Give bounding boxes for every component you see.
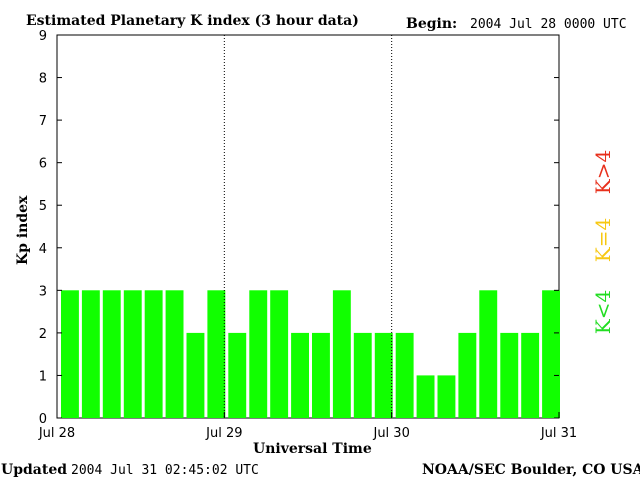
x-axis: Jul 28 Jul 29 Jul 30 Jul 31 <box>38 412 577 441</box>
legend-item: K=4 <box>591 218 615 262</box>
chart-title: Estimated Planetary K index (3 hour data… <box>26 13 359 29</box>
y-tick-label: 4 <box>39 242 47 257</box>
kp-bar <box>228 332 247 418</box>
kp-bar <box>61 290 79 418</box>
kp-bar <box>102 290 121 418</box>
kp-bar <box>81 290 100 418</box>
legend-item: K>4 <box>591 150 615 194</box>
y-tick-label: 7 <box>39 114 47 129</box>
updated-label: Updated <box>1 462 67 478</box>
x-tick-label: Jul 28 <box>38 426 75 441</box>
kp-bar <box>500 332 519 418</box>
x-tick-label: Jul 30 <box>372 426 409 441</box>
y-tick-label: 6 <box>39 157 47 172</box>
kp-bar <box>165 290 184 418</box>
kp-bar <box>144 290 163 418</box>
source-credit: NOAA/SEC Boulder, CO USA <box>422 462 640 478</box>
kp-bar <box>542 290 560 418</box>
kp-bar <box>249 290 268 418</box>
kp-bar <box>332 290 351 418</box>
y-tick-label: 5 <box>39 199 47 214</box>
kp-bar <box>416 375 435 418</box>
x-tick-label: Jul 29 <box>205 426 242 441</box>
bars-group <box>61 290 560 418</box>
begin-label: Begin: <box>406 16 457 32</box>
kp-bar <box>458 332 477 418</box>
y-tick-label: 3 <box>39 284 47 299</box>
kp-bar <box>374 332 393 418</box>
y-axis-label: Kp index <box>15 195 31 265</box>
kp-bar <box>395 332 414 418</box>
kp-bar <box>437 375 456 418</box>
updated-value: 2004 Jul 31 02:45:02 UTC <box>71 463 259 478</box>
x-tick-label: Jul 31 <box>540 426 577 441</box>
begin-value: 2004 Jul 28 0000 UTC <box>470 17 627 32</box>
y-tick-label: 9 <box>39 29 47 44</box>
kp-bar <box>479 290 498 418</box>
kp-bar <box>123 290 142 418</box>
kp-bar <box>353 332 372 418</box>
kp-bar <box>312 332 330 418</box>
kp-bar <box>186 332 205 418</box>
kp-bar <box>207 290 226 418</box>
y-axis: 0 1 2 3 4 5 6 7 8 9 <box>39 29 559 427</box>
y-tick-label: 2 <box>39 327 47 342</box>
kp-bar <box>270 290 289 418</box>
kp-bar <box>521 332 540 418</box>
y-tick-label: 1 <box>39 369 47 384</box>
kp-bar <box>291 332 309 418</box>
y-tick-label: 8 <box>39 72 47 87</box>
x-axis-label: Universal Time <box>253 441 372 457</box>
legend-item: K<4 <box>591 290 615 334</box>
y-tick-label: 0 <box>39 412 47 427</box>
legend: K<4 K=4 K>4 <box>591 150 615 334</box>
day-separators <box>223 35 393 418</box>
